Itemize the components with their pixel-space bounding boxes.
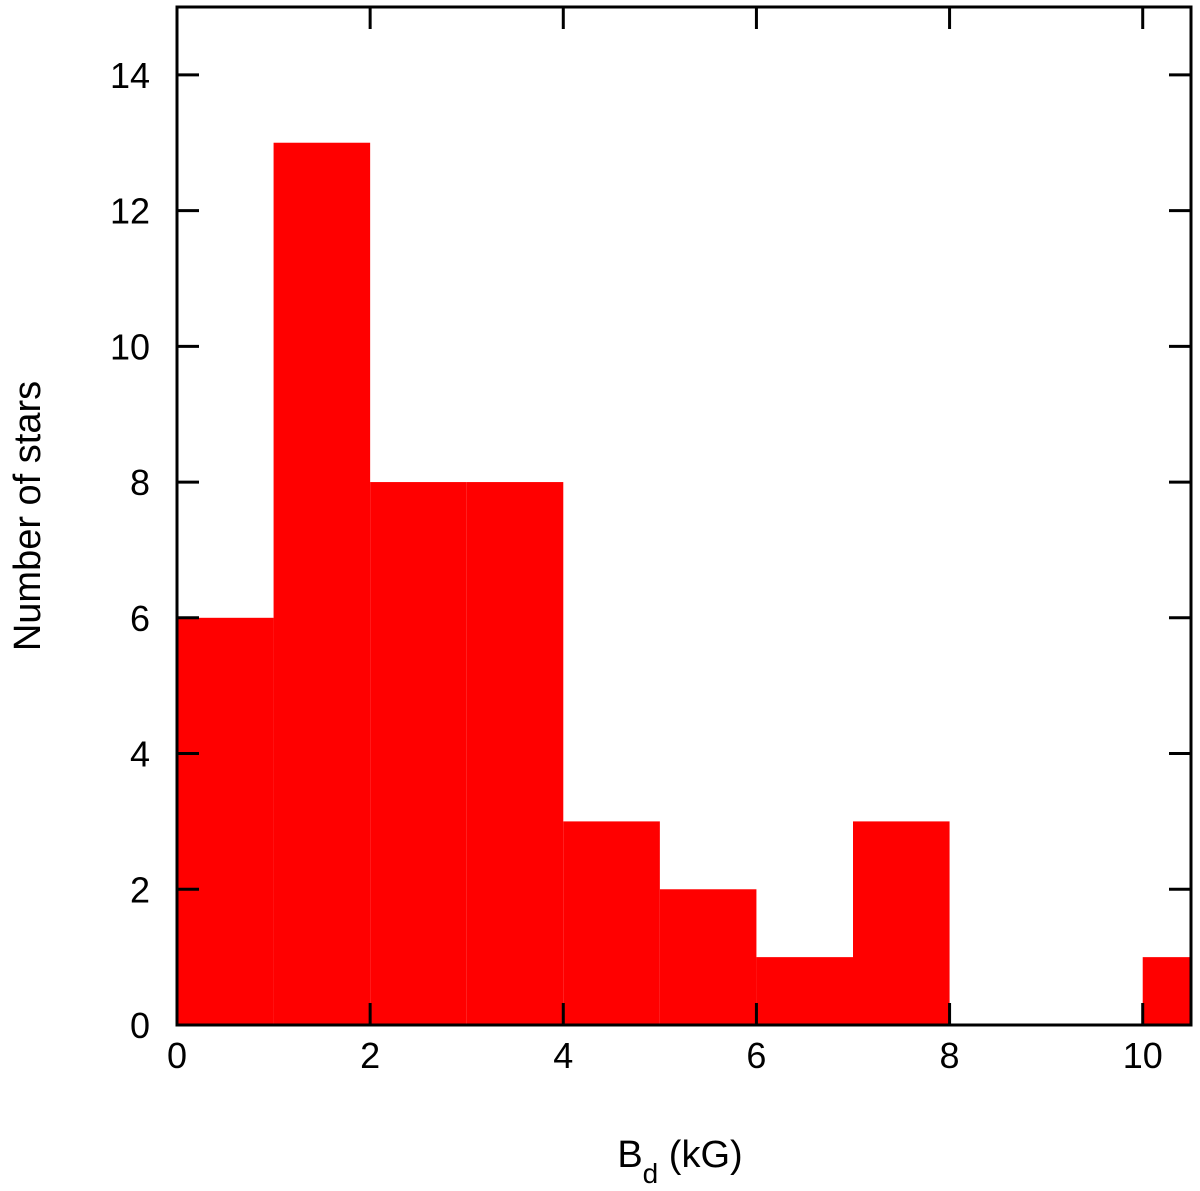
x-tick-label-2: 4 xyxy=(553,1035,573,1076)
x-tick-label-3: 6 xyxy=(746,1035,766,1076)
x-tick-label-4: 8 xyxy=(940,1035,960,1076)
bar-1 xyxy=(273,142,371,1025)
y-tick-label-2: 4 xyxy=(130,734,150,775)
y-tick-label-3: 6 xyxy=(130,598,150,639)
x-axis-label-unit: (kG) xyxy=(658,1134,742,1176)
tick-labels-group: 0 2 4 6 8 10 0 2 4 6 8 10 12 14 xyxy=(110,55,1163,1076)
y-tick-label-4: 8 xyxy=(130,462,150,503)
bar-2 xyxy=(370,482,467,1026)
plot-frame xyxy=(175,5,1193,1027)
x-axis-label-subscript: d xyxy=(643,1158,659,1189)
x-tick-label-5: 10 xyxy=(1123,1035,1163,1076)
bars-group xyxy=(177,142,1191,1026)
y-tick-label-5: 10 xyxy=(110,326,150,367)
y-axis-label: Number of stars xyxy=(7,381,49,651)
y-tick-label-7: 14 xyxy=(110,55,150,96)
x-tick-label-1: 2 xyxy=(360,1035,380,1076)
x-tick-label-0: 0 xyxy=(167,1035,187,1076)
y-tick-label-0: 0 xyxy=(130,1005,150,1046)
bar-0 xyxy=(177,617,274,1025)
bar-7 xyxy=(853,821,950,1025)
x-axis-label-main: B xyxy=(617,1134,642,1176)
bar-10 xyxy=(1142,957,1191,1025)
y-tick-label-1: 2 xyxy=(130,869,150,910)
y-tick-label-6: 12 xyxy=(110,191,150,232)
bar-4 xyxy=(563,821,660,1025)
bar-3 xyxy=(466,482,564,1026)
x-axis-label: Bd (kG) xyxy=(617,1134,742,1189)
bar-6 xyxy=(756,957,853,1025)
bar-5 xyxy=(659,889,757,1025)
